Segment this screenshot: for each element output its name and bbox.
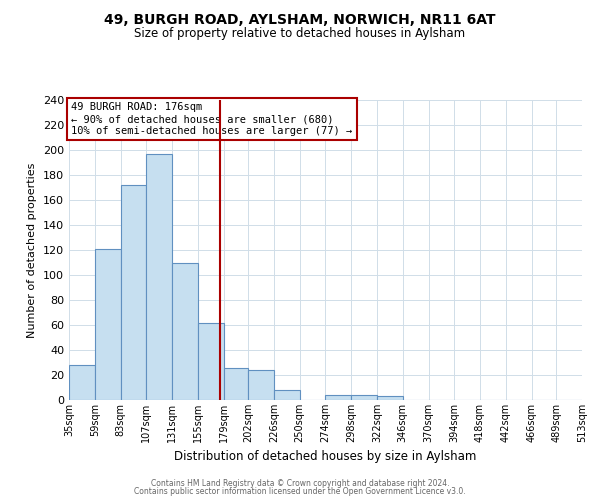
X-axis label: Distribution of detached houses by size in Aylsham: Distribution of detached houses by size … xyxy=(175,450,476,464)
Bar xyxy=(224,368,248,400)
Bar xyxy=(325,395,351,400)
Bar xyxy=(248,370,274,400)
Text: Size of property relative to detached houses in Aylsham: Size of property relative to detached ho… xyxy=(134,28,466,40)
Bar xyxy=(69,365,95,400)
Bar xyxy=(274,390,300,400)
Bar xyxy=(198,322,224,400)
Text: 49, BURGH ROAD, AYLSHAM, NORWICH, NR11 6AT: 49, BURGH ROAD, AYLSHAM, NORWICH, NR11 6… xyxy=(104,12,496,26)
Bar xyxy=(377,396,403,400)
Y-axis label: Number of detached properties: Number of detached properties xyxy=(28,162,37,338)
Bar xyxy=(95,248,121,400)
Bar xyxy=(351,395,377,400)
Bar xyxy=(172,262,198,400)
Text: Contains public sector information licensed under the Open Government Licence v3: Contains public sector information licen… xyxy=(134,487,466,496)
Bar xyxy=(146,154,172,400)
Text: 49 BURGH ROAD: 176sqm
← 90% of detached houses are smaller (680)
10% of semi-det: 49 BURGH ROAD: 176sqm ← 90% of detached … xyxy=(71,102,352,136)
Text: Contains HM Land Registry data © Crown copyright and database right 2024.: Contains HM Land Registry data © Crown c… xyxy=(151,478,449,488)
Bar xyxy=(121,185,146,400)
